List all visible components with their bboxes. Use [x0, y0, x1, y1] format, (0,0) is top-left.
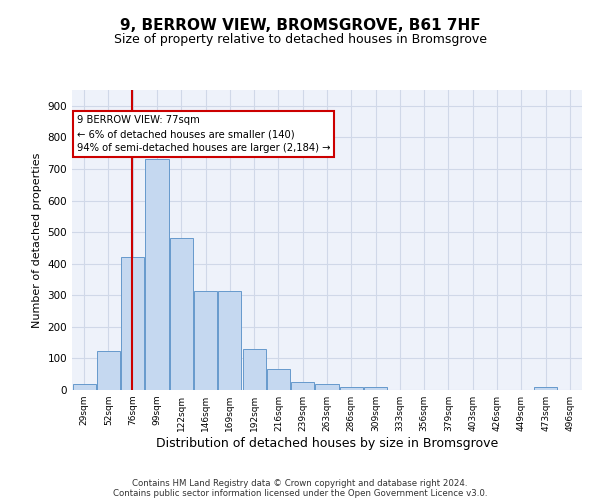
Bar: [145, 160, 169, 390]
Bar: [534, 388, 557, 390]
Y-axis label: Number of detached properties: Number of detached properties: [32, 152, 42, 328]
Text: Size of property relative to detached houses in Bromsgrove: Size of property relative to detached ho…: [113, 32, 487, 46]
X-axis label: Distribution of detached houses by size in Bromsgrove: Distribution of detached houses by size …: [156, 437, 498, 450]
Bar: [340, 387, 363, 390]
Bar: [218, 290, 241, 390]
Bar: [97, 352, 120, 390]
Bar: [291, 382, 314, 390]
Bar: [194, 290, 217, 390]
Bar: [242, 349, 266, 390]
Bar: [170, 238, 193, 390]
Text: Contains HM Land Registry data © Crown copyright and database right 2024.: Contains HM Land Registry data © Crown c…: [132, 478, 468, 488]
Text: Contains public sector information licensed under the Open Government Licence v3: Contains public sector information licen…: [113, 488, 487, 498]
Bar: [364, 388, 387, 390]
Bar: [316, 384, 338, 390]
Text: 9, BERROW VIEW, BROMSGROVE, B61 7HF: 9, BERROW VIEW, BROMSGROVE, B61 7HF: [119, 18, 481, 32]
Bar: [267, 370, 290, 390]
Bar: [73, 384, 95, 390]
Bar: [121, 258, 144, 390]
Text: 9 BERROW VIEW: 77sqm
← 6% of detached houses are smaller (140)
94% of semi-detac: 9 BERROW VIEW: 77sqm ← 6% of detached ho…: [77, 116, 331, 154]
